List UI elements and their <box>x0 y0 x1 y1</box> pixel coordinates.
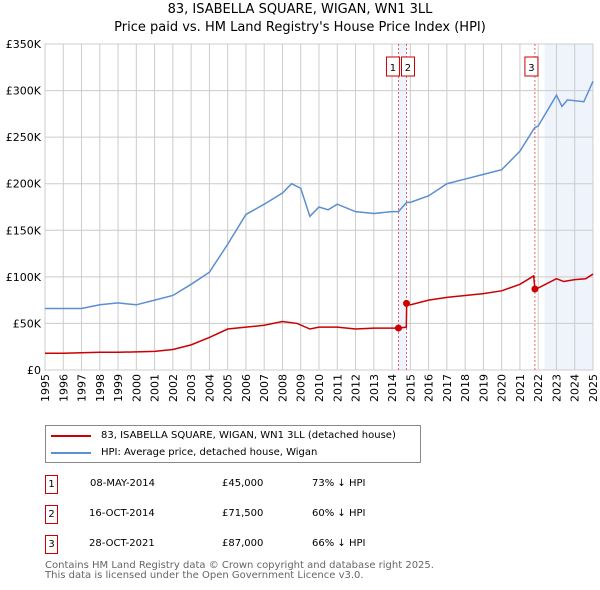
x-tick-label: 2022 <box>532 374 545 402</box>
y-tick-label: £350K <box>6 38 42 51</box>
sale-hpi: 73% ↓ HPI <box>312 478 366 489</box>
sale-badge: 3 <box>45 535 58 554</box>
legend: 83, ISABELLA SQUARE, WIGAN, WN1 3LL (det… <box>45 425 421 463</box>
x-tick-label: 2011 <box>331 374 344 402</box>
hpi-line <box>45 80 594 310</box>
y-tick-label: £250K <box>6 131 42 144</box>
shaded-range <box>544 44 593 370</box>
x-tick-label: 1998 <box>94 374 107 402</box>
footer: Contains HM Land Registry data © Crown c… <box>45 561 434 581</box>
x-tick-label: 2024 <box>569 374 582 402</box>
x-tick-label: 2007 <box>258 374 271 402</box>
sale-point <box>394 324 402 332</box>
y-tick-label: £300K <box>6 85 42 98</box>
sale-date: 08-MAY-2014 <box>90 478 156 489</box>
sale-price: £87,000 <box>222 538 264 549</box>
sale-badge: 1 <box>45 475 58 494</box>
x-tick-label: 2012 <box>350 374 363 402</box>
x-tick-label: 2009 <box>295 374 308 402</box>
x-tick-label: 2019 <box>477 374 490 402</box>
sale-badge: 2 <box>45 505 58 524</box>
sale-price: £71,500 <box>222 508 264 519</box>
x-tick-label: 1996 <box>57 374 70 402</box>
legend-swatch-red <box>51 434 91 437</box>
sale-hpi: 66% ↓ HPI <box>312 538 366 549</box>
legend-label: 83, ISABELLA SQUARE, WIGAN, WN1 3LL (det… <box>101 430 396 441</box>
x-tick-label: 2008 <box>276 374 289 402</box>
x-tick-label: 2018 <box>459 374 472 402</box>
chart-subtitle: Price paid vs. HM Land Registry's House … <box>114 20 486 35</box>
x-tick-label: 1995 <box>39 374 52 402</box>
y-tick-label: £150K <box>6 224 42 237</box>
sale-price: £45,000 <box>222 478 264 489</box>
legend-swatch-blue <box>51 451 91 454</box>
plot-border <box>44 43 594 371</box>
x-tick-label: 1997 <box>76 374 89 402</box>
y-tick-label: £100K <box>6 271 42 284</box>
legend-item-hpi: HPI: Average price, detached house, Wiga… <box>51 447 317 458</box>
legend-label: HPI: Average price, detached house, Wiga… <box>101 447 318 458</box>
x-tick-label: 2005 <box>222 374 235 402</box>
x-tick-label: 2023 <box>550 374 563 402</box>
chart-title: 83, ISABELLA SQUARE, WIGAN, WN1 3LL <box>167 2 433 17</box>
sale-date: 28-OCT-2021 <box>89 538 155 549</box>
sale-label: 1 <box>390 63 396 74</box>
x-tick-label: 2020 <box>496 374 509 402</box>
y-tick-label: £50K <box>13 317 42 330</box>
sale-label-box <box>524 56 539 77</box>
y-tick-label: £200K <box>6 178 42 191</box>
sale-point <box>402 299 410 307</box>
x-tick-label: 2006 <box>240 374 253 402</box>
y-tick-label: £0 <box>27 364 41 377</box>
x-tick-label: 2010 <box>313 374 326 402</box>
sale-label-box <box>400 56 415 77</box>
sale-label-box <box>385 56 400 77</box>
legend-item-property: 83, ISABELLA SQUARE, WIGAN, WN1 3LL (det… <box>51 430 396 441</box>
x-tick-label: 2016 <box>423 374 436 402</box>
x-tick-label: 2000 <box>130 374 143 402</box>
sale-label: 3 <box>528 63 534 74</box>
x-tick-label: 2002 <box>167 374 180 402</box>
footer-line: This data is licensed under the Open Gov… <box>45 570 364 581</box>
x-tick-label: 2013 <box>368 374 381 402</box>
x-tick-label: 2015 <box>404 374 417 402</box>
x-tick-label: 1999 <box>112 374 125 402</box>
x-tick-label: 2004 <box>203 374 216 402</box>
x-tick-label: 2017 <box>441 374 454 402</box>
sale-point <box>531 285 539 293</box>
sale-hpi: 60% ↓ HPI <box>312 508 366 519</box>
x-tick-label: 2003 <box>185 374 198 402</box>
price-chart: 1995 1996 1997 1998 1999 2000 2001 2002 2003 2004… <box>6 38 600 402</box>
x-tick-label: 2025 <box>587 374 600 402</box>
x-tick-label: 2014 <box>386 374 399 402</box>
footer-line: Contains HM Land Registry data © Crown c… <box>45 560 434 571</box>
x-tick-label: 2001 <box>149 374 162 402</box>
sale-label: 2 <box>405 63 411 74</box>
sale-date: 16-OCT-2014 <box>89 508 155 519</box>
x-tick-label: 2021 <box>514 374 527 402</box>
